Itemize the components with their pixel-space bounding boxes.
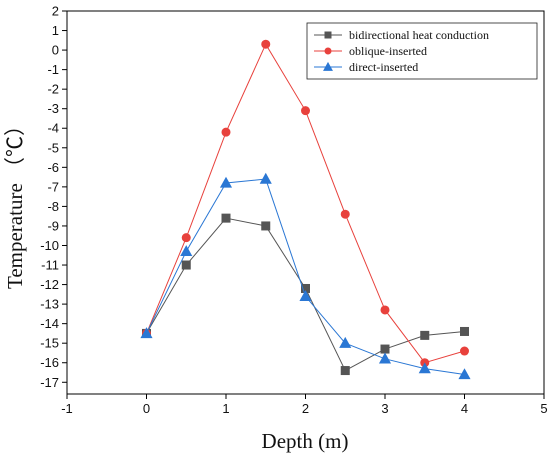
y-tick-label: -15 — [40, 336, 59, 351]
data-point — [301, 106, 310, 116]
y-tick-label: -13 — [40, 297, 59, 312]
data-point — [460, 326, 469, 336]
y-tick-label: 1 — [52, 23, 59, 38]
legend-box — [306, 22, 538, 80]
x-tick-label: 1 — [222, 401, 229, 416]
legend-item: bidirectional heat conduction — [314, 28, 489, 42]
y-tick-label: -17 — [40, 375, 59, 390]
y-tick-label: -7 — [47, 179, 59, 194]
series-circle — [142, 39, 469, 368]
y-tick-label: -10 — [40, 238, 59, 253]
series-line — [146, 178, 465, 375]
data-point — [301, 283, 310, 293]
y-tick-label: -3 — [47, 101, 59, 116]
y-tick-label: 0 — [52, 43, 59, 58]
y-tick-label: -9 — [47, 218, 59, 233]
series-line — [146, 43, 465, 364]
y-tick-label: -1 — [47, 62, 59, 77]
y-tick-label: -12 — [40, 277, 59, 292]
legend-marker — [323, 61, 333, 71]
y-tick-label: -8 — [47, 199, 59, 214]
data-point — [259, 172, 272, 184]
data-point — [181, 233, 191, 243]
x-tick-label: 0 — [143, 401, 150, 416]
legend-label: bidirectional heat conduction — [349, 28, 489, 42]
legend-marker — [324, 31, 332, 39]
data-point — [380, 344, 390, 354]
legend-item: direct-inserted — [314, 60, 418, 74]
data-point — [219, 176, 233, 188]
data-point — [340, 209, 350, 219]
data-point — [299, 290, 312, 301]
y-tick-label: -14 — [40, 316, 59, 331]
legend-label: oblique-inserted — [349, 44, 427, 58]
x-tick-label: 3 — [381, 401, 388, 416]
y-tick-label: -16 — [40, 355, 59, 370]
data-point — [221, 213, 231, 223]
legend-label: direct-inserted — [349, 60, 418, 74]
y-tick-label: -6 — [47, 160, 59, 175]
legend: bidirectional heat conduction oblique-ins… — [306, 22, 538, 80]
data-point — [180, 245, 193, 257]
data-point — [339, 336, 352, 348]
ticks-layer: -1 0 1 2 3 4 5210-1-2-3-4-5-6-7-8-9-10-11-12-1… — [40, 4, 547, 417]
x-axis-title: Depth (m) — [262, 429, 349, 453]
data-point — [261, 39, 271, 49]
legend-marker — [324, 47, 332, 55]
series-triangle — [140, 172, 471, 380]
data-point — [340, 366, 350, 376]
x-tick-label: -1 — [61, 401, 73, 416]
y-tick-label: -4 — [47, 121, 59, 136]
data-point — [261, 221, 271, 231]
legend-item: oblique-inserted — [314, 44, 427, 58]
data-point — [378, 352, 392, 364]
y-tick-label: -5 — [47, 140, 59, 155]
y-tick-label: -2 — [47, 82, 59, 97]
data-point — [458, 368, 471, 380]
data-point — [221, 127, 231, 137]
x-tick-label: 2 — [302, 401, 309, 416]
x-tick-label: 5 — [540, 401, 547, 416]
data-point — [460, 346, 469, 356]
data-point — [181, 260, 191, 270]
data-point — [418, 362, 431, 374]
y-tick-label: -11 — [41, 258, 59, 273]
y-tick-label: 2 — [52, 4, 59, 19]
data-point — [380, 305, 390, 315]
series-layer — [140, 39, 471, 380]
y-axis-title: Temperature （℃） — [3, 115, 27, 289]
data-point — [140, 327, 153, 339]
data-point — [420, 330, 430, 340]
x-tick-label: 4 — [461, 401, 468, 416]
